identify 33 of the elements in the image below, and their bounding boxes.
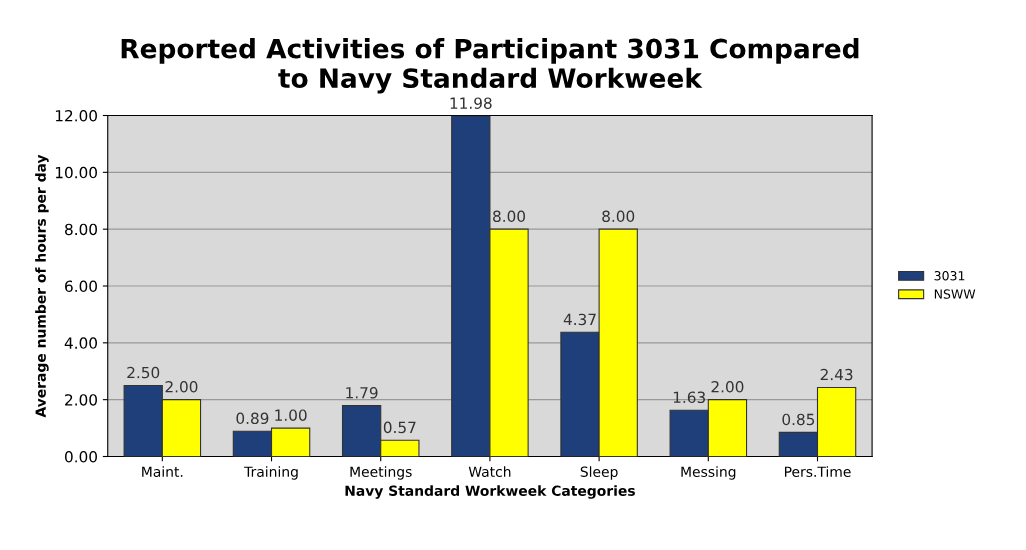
data-label: 0.89 <box>236 412 269 425</box>
x-tick-label: Messing <box>681 466 736 480</box>
data-label: 8.00 <box>493 210 526 223</box>
data-label: 2.43 <box>820 368 853 381</box>
data-label: 11.98 <box>450 97 492 109</box>
data-label: 0.57 <box>383 421 416 434</box>
x-tick-label: Maint. <box>142 466 183 477</box>
y-tick-label: 8.00 <box>65 223 97 236</box>
legend-label: NSWW <box>934 289 976 299</box>
data-label: 2.00 <box>711 380 744 393</box>
y-tick-label: 12.00 <box>55 109 97 122</box>
chart-title: Reported Activities of Participant 3031 Compared to Navy Standard Workweek <box>121 38 859 94</box>
x-tick-label: Sleep <box>580 466 618 480</box>
data-label: 4.37 <box>563 313 596 326</box>
x-axis-title: Navy Standard Workweek Categories <box>345 485 635 499</box>
y-tick-label: 10.00 <box>55 166 97 179</box>
legend-label: 3031 <box>934 271 965 281</box>
y-tick-label: 6.00 <box>65 280 97 293</box>
y-tick-label: 2.00 <box>65 394 97 406</box>
x-tick-label: Meetings <box>350 466 412 480</box>
y-tick-label: 0.00 <box>65 450 97 463</box>
data-label: 0.85 <box>782 413 815 426</box>
data-label: 1.79 <box>346 386 378 399</box>
data-label: 8.00 <box>602 210 635 223</box>
x-tick-label: Pers.Time <box>784 466 851 477</box>
data-label: 1.63 <box>673 391 705 404</box>
y-tick-label: 4.00 <box>64 337 97 349</box>
x-tick-label: Watch <box>468 466 511 477</box>
y-axis-title: Average number of hours per day <box>35 154 49 418</box>
data-label: 2.00 <box>165 380 198 393</box>
data-label: 1.00 <box>275 409 307 421</box>
data-label: 2.50 <box>127 366 160 379</box>
x-tick-label: Training <box>244 466 298 480</box>
